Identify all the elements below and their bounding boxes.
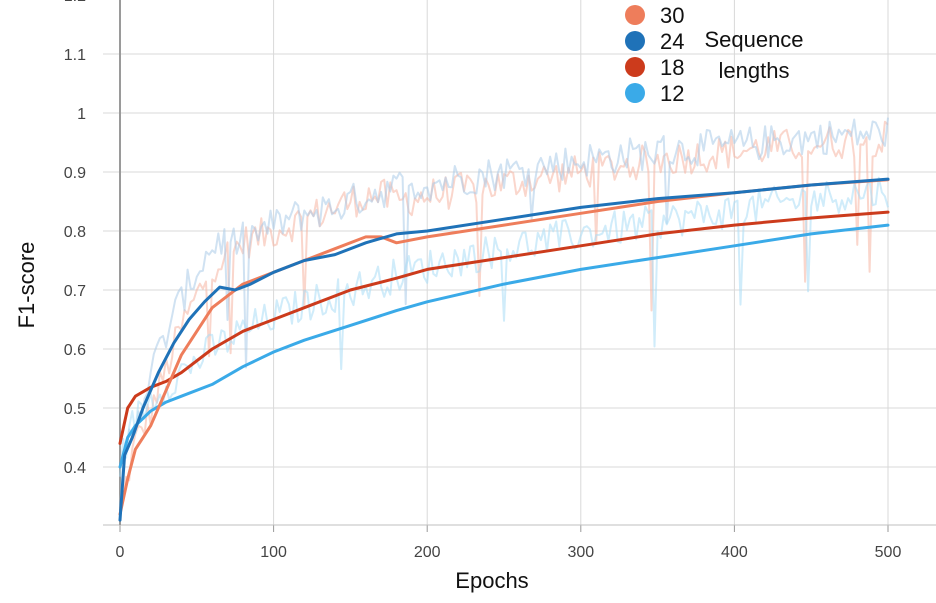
raw-noisy-series bbox=[119, 117, 889, 509]
raw-series-line-24 bbox=[119, 117, 889, 507]
legend-marker-12 bbox=[625, 83, 645, 103]
legend-marker-30 bbox=[625, 5, 645, 25]
y-axis-label: F1-score bbox=[14, 242, 39, 329]
series-line-30 bbox=[118, 178, 890, 516]
y-tick-label: 0.5 bbox=[64, 401, 86, 418]
smoothed-series bbox=[118, 177, 890, 522]
x-tick-label: 500 bbox=[875, 544, 902, 561]
legend-marker-24 bbox=[625, 31, 645, 51]
x-tick-label: 300 bbox=[567, 544, 594, 561]
y-tick-label: 0.8 bbox=[64, 224, 86, 241]
legend-annotation-line-2: lengths bbox=[719, 58, 790, 83]
x-tick-label: 100 bbox=[260, 544, 287, 561]
grid-lines bbox=[103, 0, 936, 525]
x-tick-label: 200 bbox=[414, 544, 441, 561]
legend-label-12: 12 bbox=[660, 81, 684, 106]
y-tick-label: 1.1 bbox=[64, 47, 86, 64]
y-tick-label: 0.7 bbox=[64, 283, 86, 300]
legend-label-18: 18 bbox=[660, 55, 684, 80]
x-axis-label: Epochs bbox=[455, 568, 528, 593]
x-tick-label: 0 bbox=[116, 544, 125, 561]
series-line-12 bbox=[118, 223, 890, 469]
axes: 0.4 0.5 0.6 0.7 0.8 0.9 1 1.1 1.2 0 100 200 300 400 50… bbox=[64, 0, 936, 561]
legend-marker-18 bbox=[625, 57, 645, 77]
y-tick-label: 0.6 bbox=[64, 342, 86, 359]
legend-annotation-line-1: Sequence bbox=[704, 27, 803, 52]
legend-label-30: 30 bbox=[660, 3, 684, 28]
y-tick-label: 1.2 bbox=[64, 0, 86, 5]
series-line-24 bbox=[118, 177, 890, 522]
y-tick-label: 0.9 bbox=[64, 165, 86, 182]
legend-label-24: 24 bbox=[660, 29, 684, 54]
y-tick-label: 1 bbox=[77, 106, 86, 123]
y-tick-label: 0.4 bbox=[64, 460, 86, 477]
x-tick-label: 400 bbox=[721, 544, 748, 561]
